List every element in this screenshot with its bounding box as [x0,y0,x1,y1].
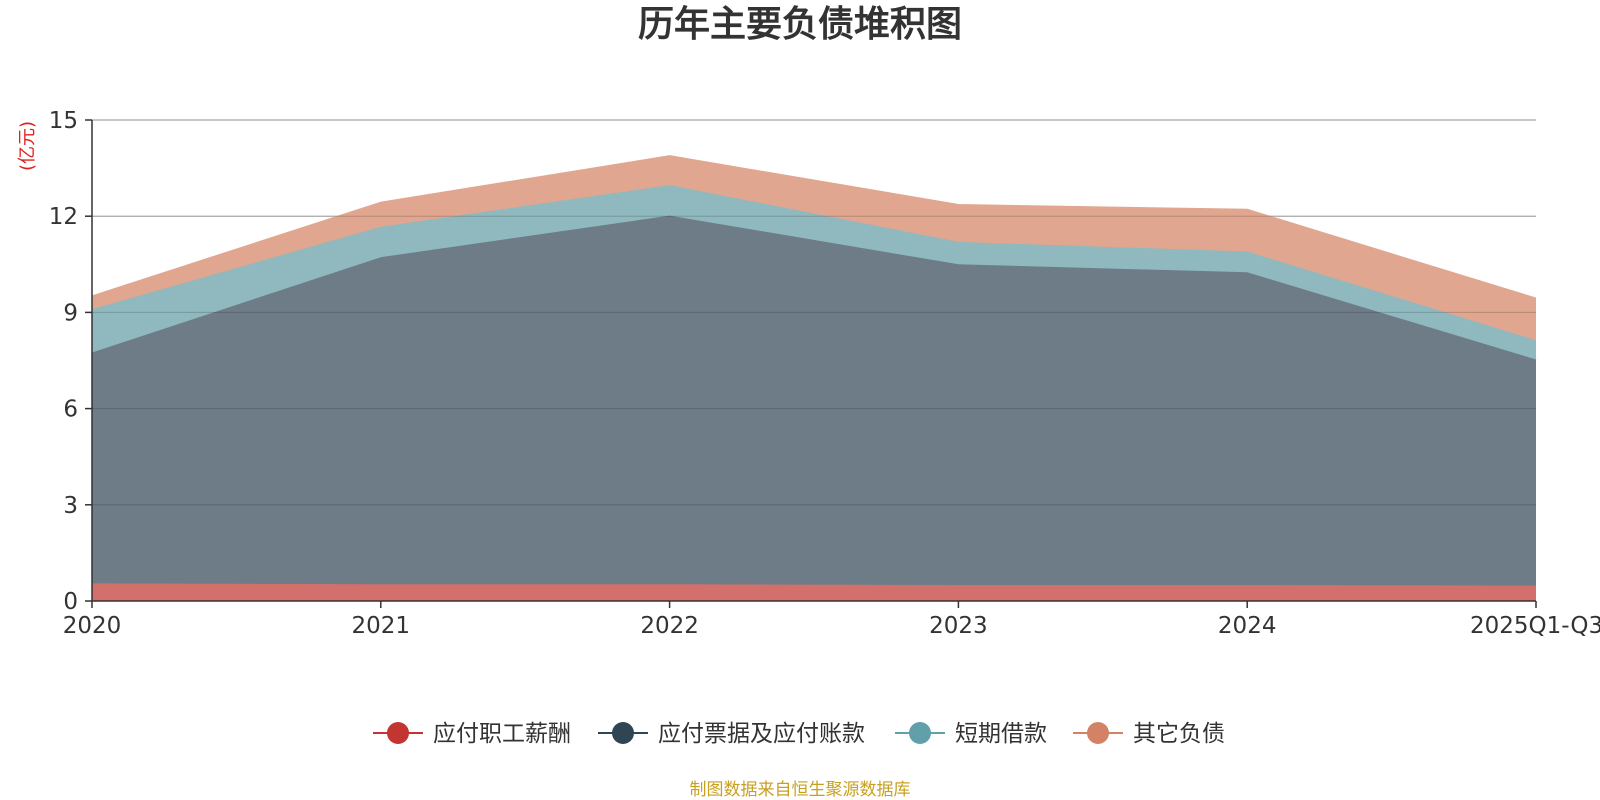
legend-marker-3 [1087,722,1109,744]
y-tick-label-5: 15 [49,108,78,134]
x-tick-label-0: 2020 [63,613,122,639]
legend-marker-0 [387,722,409,744]
x-tick-label-4: 2024 [1218,613,1277,639]
y-tick-label-1: 3 [63,493,78,519]
chart-title: 历年主要负债堆积图 [638,4,962,45]
legend-label-0: 应付职工薪酬 [433,721,571,747]
legend-label-2: 短期借款 [955,721,1047,747]
axes [91,120,1536,602]
x-tick-label-2: 2022 [640,613,699,639]
x-axis-ticks: 2020 2021 2022 2023 2024 2025Q1-Q3 [63,601,1600,639]
area-series-1 [92,215,1536,586]
area-series [91,119,1537,601]
legend-label-1: 应付票据及应付账款 [658,721,865,747]
x-tick-label-3: 2023 [929,613,988,639]
y-tick-label-0: 0 [63,589,78,615]
legend-marker-1 [612,722,634,744]
y-axis-unit-label: (亿元) [17,121,38,171]
area-edge-line-3 [91,155,1537,300]
area-series-2 [92,185,1536,360]
x-tick-label-1: 2021 [352,613,411,639]
area-series-0 [92,583,1536,601]
y-tick-label-2: 6 [63,397,78,423]
data-source-note: 制图数据来自恒生聚源数据库 [690,780,911,800]
y-axis-ticks: 0 3 6 9 12 15 [49,108,92,615]
x-tick-label-5: 2025Q1-Q3 [1470,613,1600,639]
legend-marker-2 [909,722,931,744]
area-series-3 [92,156,1536,341]
legend-label-3: 其它负债 [1133,721,1225,747]
legend: 应付职工薪酬 应付票据及应付账款 短期借款 其它负债 [373,721,1225,747]
y-tick-label-3: 9 [63,300,78,326]
y-tick-label-4: 12 [49,204,78,230]
